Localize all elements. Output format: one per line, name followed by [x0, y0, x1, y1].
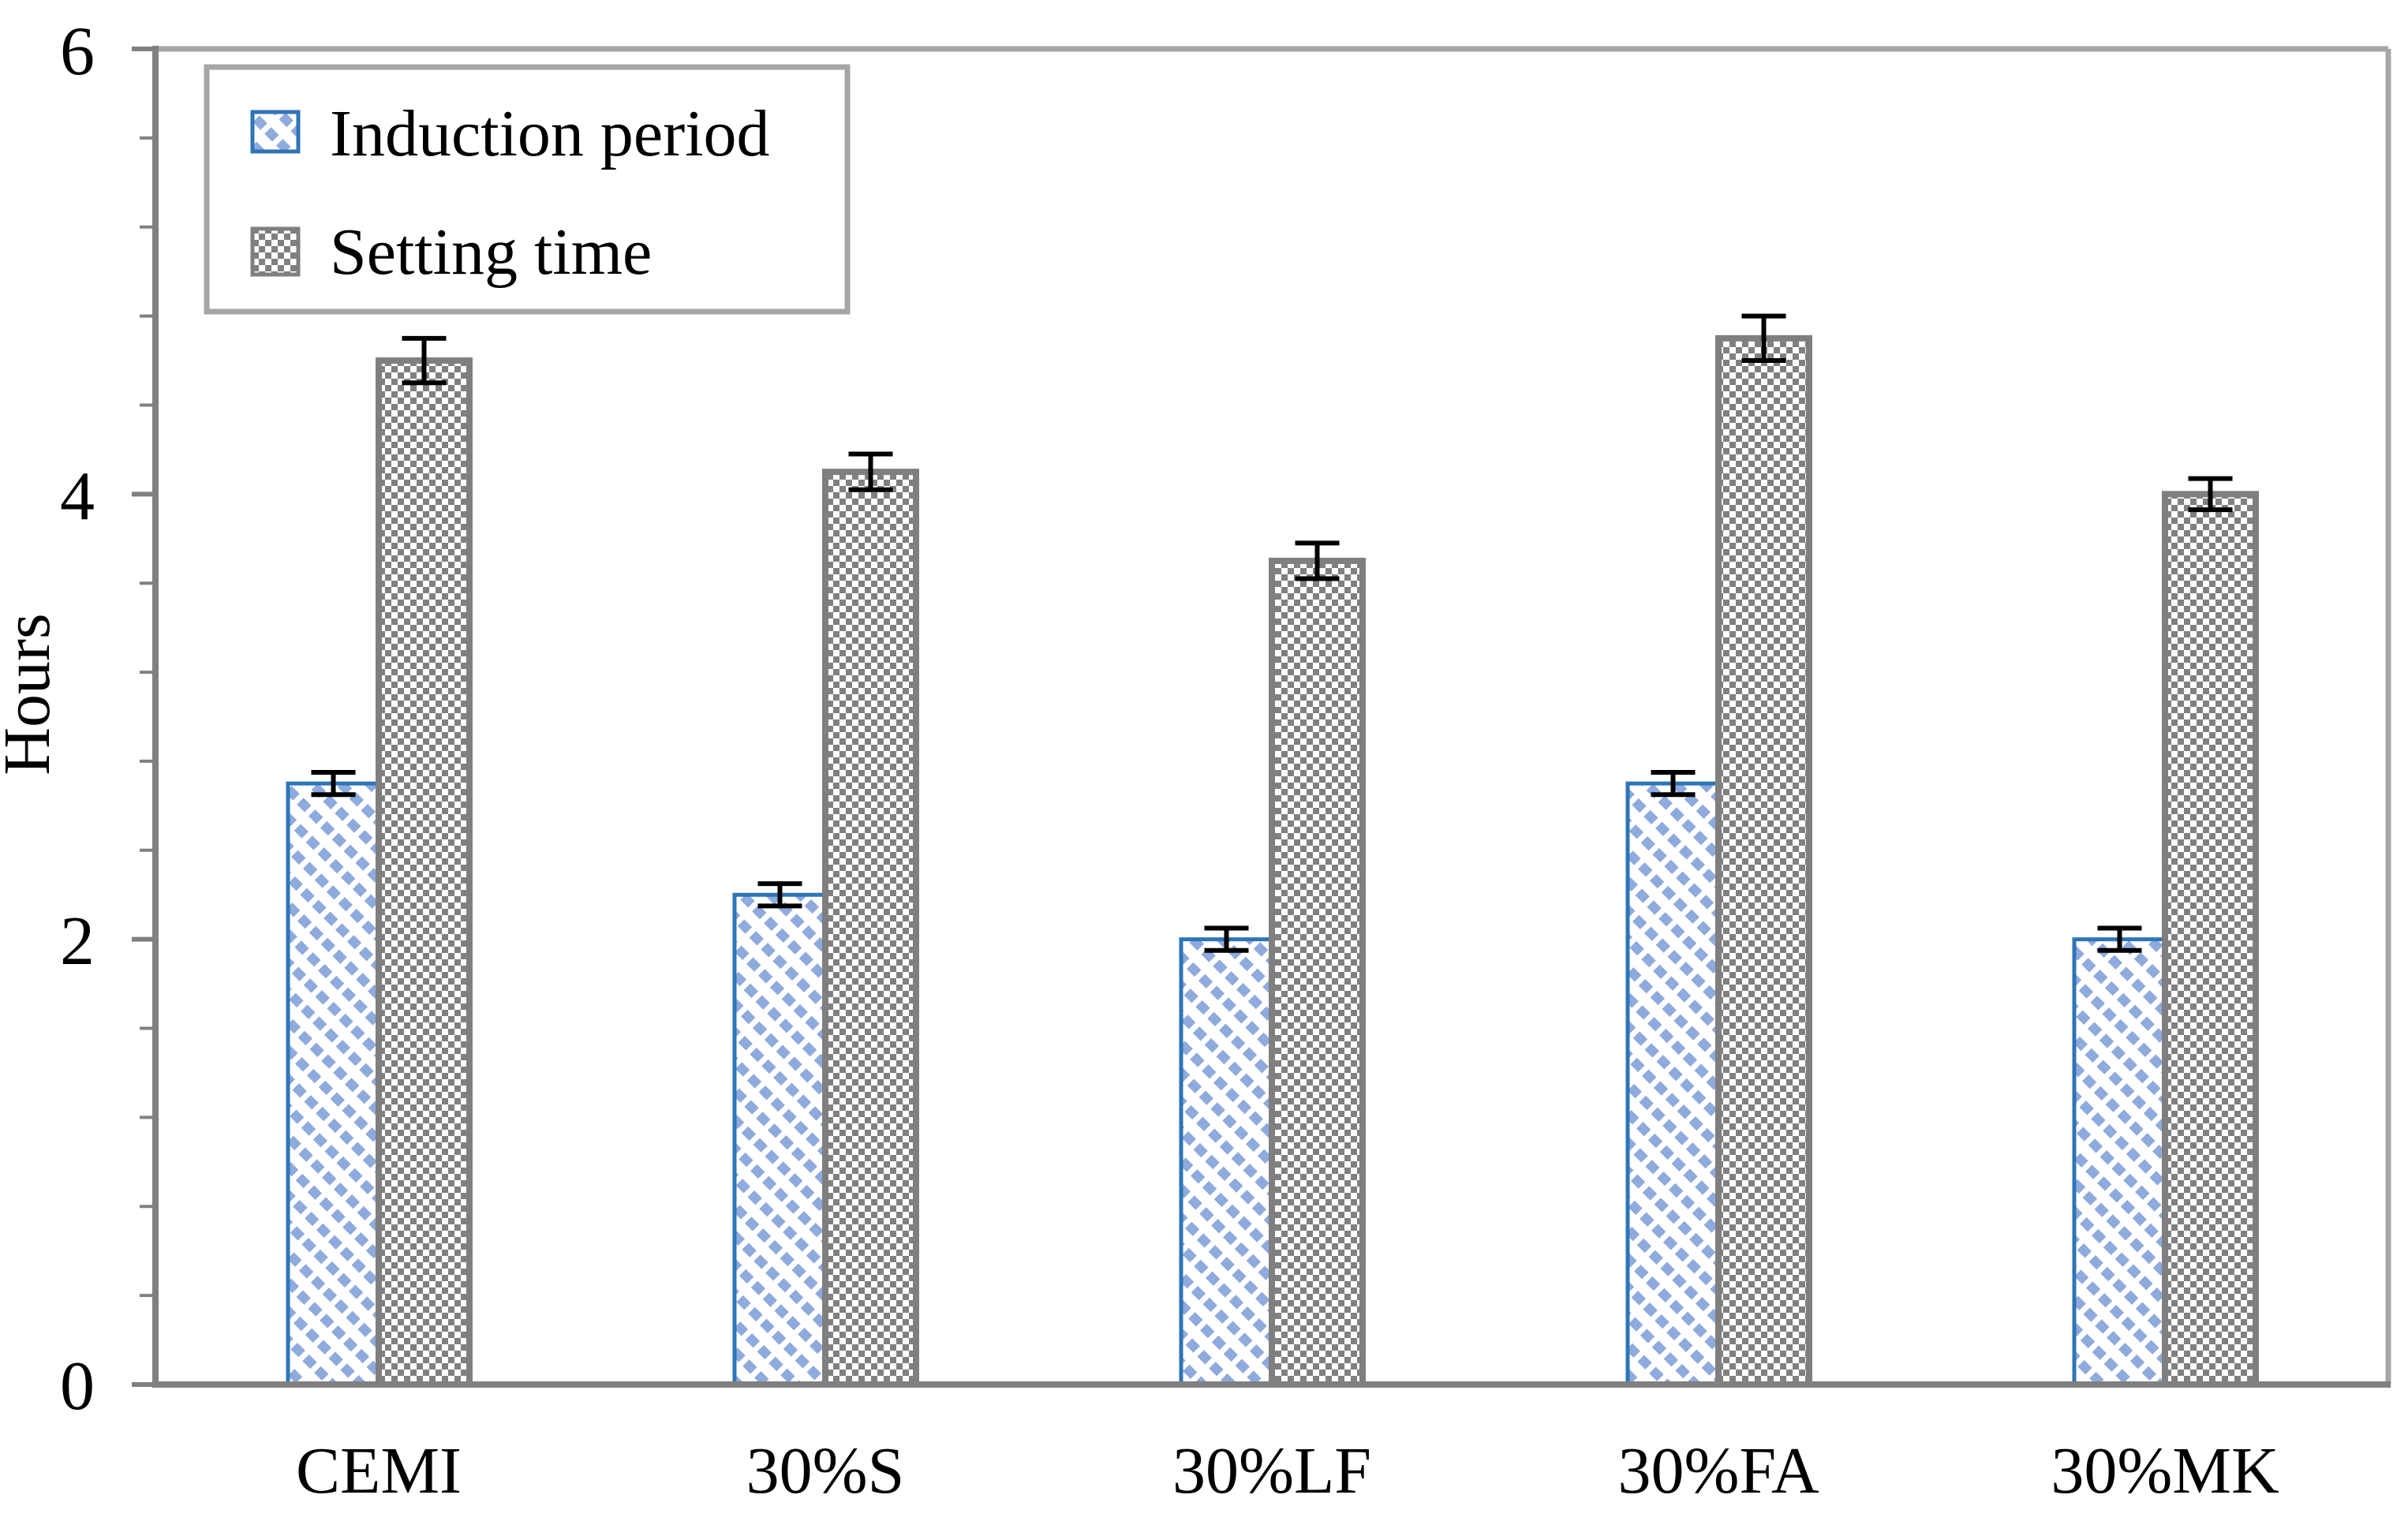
legend-label-induction-period: Induction period [330, 97, 770, 170]
error-bar-setting-time-30%FA [1741, 313, 1786, 364]
legend-swatch-setting-time [250, 226, 301, 277]
x-category-label-30fa: 30%FA [1617, 1434, 1819, 1508]
error-bar-setting-time-30%LF [1295, 540, 1340, 581]
error-bars [311, 313, 2233, 953]
error-bar-induction-period-30%LF [1204, 925, 1249, 953]
y-tick-label-2: 2 [60, 903, 95, 980]
y-tick-label-6: 6 [60, 13, 95, 90]
bar-induction-period-30%S [732, 892, 828, 1387]
error-bar-setting-time-30%S [848, 451, 893, 492]
y-axis-title: Hours [0, 613, 64, 775]
bar-induction-period-30%MK [2072, 937, 2167, 1387]
bar-setting-time-30%FA [1715, 334, 1812, 1388]
bars [286, 334, 2259, 1388]
y-tick-label-4: 4 [60, 458, 95, 535]
x-category-label-30lf: 30%LF [1172, 1434, 1371, 1508]
error-bar-induction-period-30%FA [1651, 770, 1696, 798]
error-bar-setting-time-30%MK [2188, 476, 2233, 513]
error-bar-induction-period-30%S [757, 881, 802, 909]
bar-induction-period-30%FA [1625, 781, 1721, 1387]
y-tick-label-0: 0 [60, 1348, 95, 1425]
x-category-label-30s: 30%S [746, 1434, 905, 1508]
bar-setting-time-30%LF [1269, 557, 1366, 1388]
x-category-label-30mk: 30%MK [2051, 1434, 2279, 1508]
error-bar-induction-period-CEMI [311, 770, 356, 798]
bar-induction-period-30%LF [1179, 937, 1274, 1387]
legend: Induction period Setting time [204, 64, 851, 315]
y-axis-ticks [132, 47, 155, 1387]
bar-setting-time-CEMI [376, 357, 473, 1388]
bar-setting-time-30%S [822, 469, 919, 1388]
legend-box [204, 64, 851, 315]
bar-induction-period-CEMI [286, 781, 381, 1387]
x-category-label-cemi: CEMI [296, 1434, 462, 1508]
legend-label-setting-time: Setting time [330, 215, 652, 289]
legend-swatch-induction-period [250, 110, 301, 154]
error-bar-induction-period-30%MK [2097, 925, 2142, 953]
bar-setting-time-30%MK [2162, 491, 2259, 1388]
error-bar-setting-time-CEMI [402, 335, 447, 386]
